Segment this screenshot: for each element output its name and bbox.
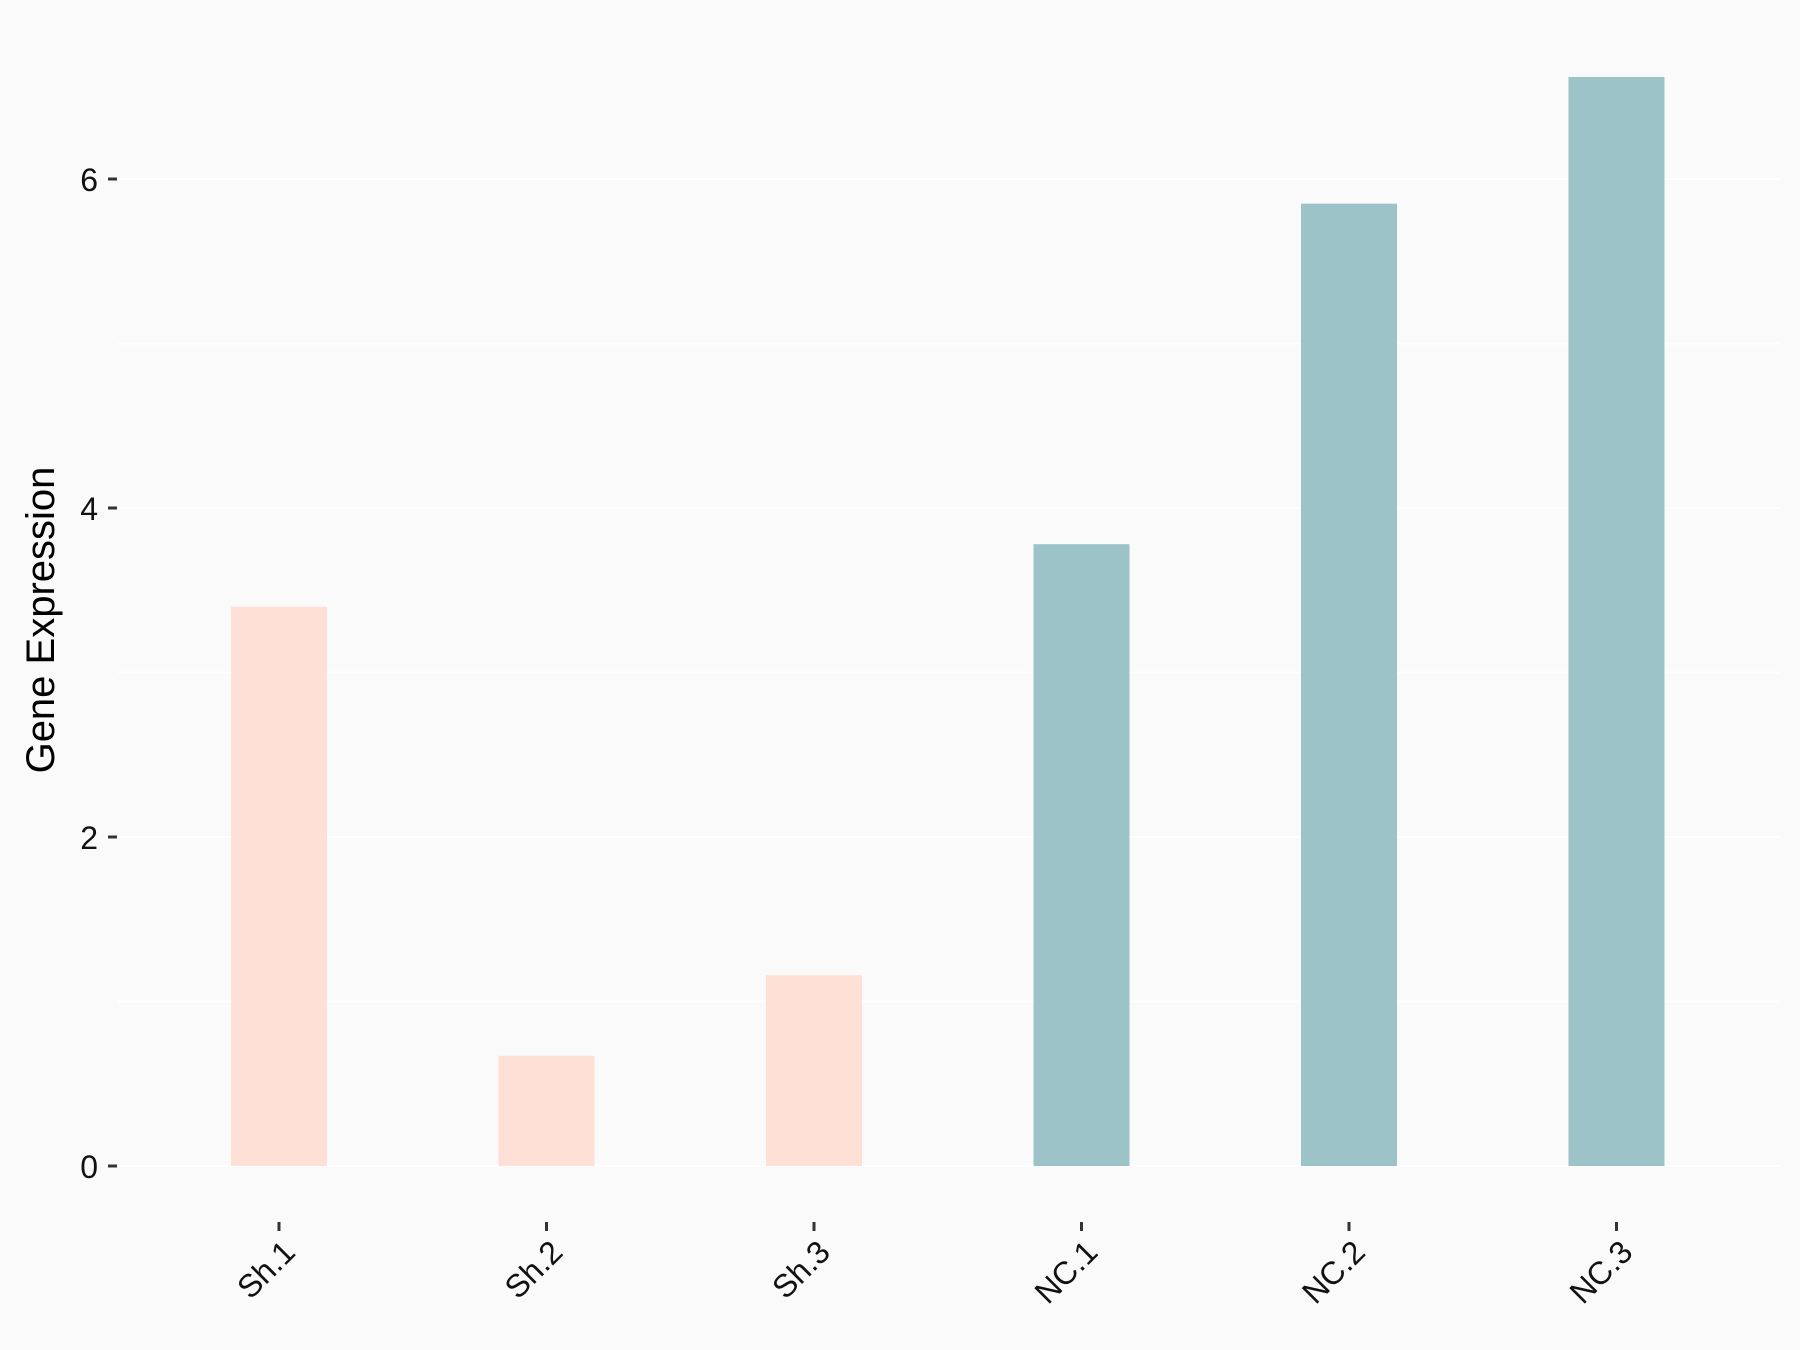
y-tick-label: 6 xyxy=(80,162,98,198)
bar-sh-1 xyxy=(231,606,327,1166)
y-tick-label: 0 xyxy=(80,1149,98,1185)
y-axis: 0 2 4 6 xyxy=(80,162,117,1185)
bar-nc-2 xyxy=(1301,203,1397,1167)
bar-nc-1 xyxy=(1033,544,1130,1166)
bar-sh-2 xyxy=(498,1055,595,1166)
y-axis-title: Gene Expression xyxy=(19,467,63,774)
gridlines xyxy=(118,178,1780,1167)
bars xyxy=(231,77,1665,1167)
bar-sh-3 xyxy=(766,975,862,1166)
bar-nc-3 xyxy=(1568,77,1665,1166)
y-tick-label: 2 xyxy=(80,820,98,856)
y-tick-label: 4 xyxy=(80,491,98,527)
